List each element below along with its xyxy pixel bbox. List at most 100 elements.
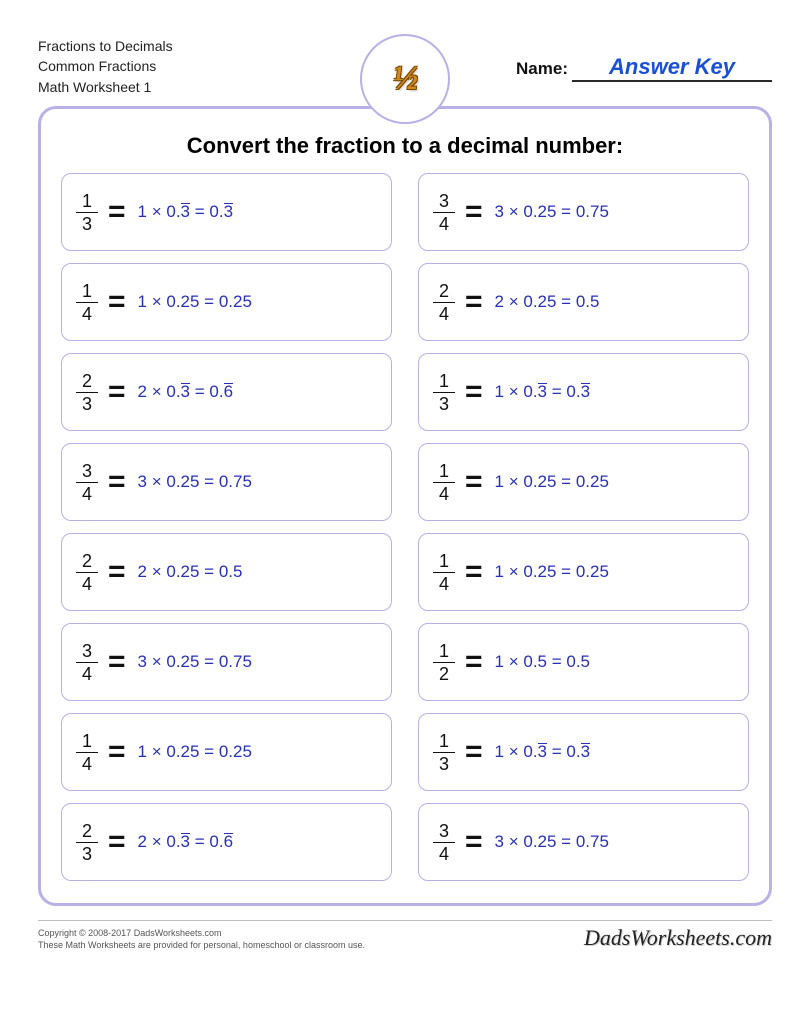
fraction: 14 [433,462,455,503]
equals-sign: = [465,555,483,589]
problem-box: 13 = 1 × 0.3 = 0.3 [418,353,749,431]
numerator: 3 [439,822,449,842]
copyright-text: Copyright © 2008-2017 DadsWorksheets.com [38,927,365,939]
title-line-1: Fractions to Decimals [38,36,278,56]
fraction: 34 [76,642,98,683]
numerator: 2 [439,282,449,302]
numerator: 2 [82,822,92,842]
numerator: 3 [82,642,92,662]
answer-work: 3 × 0.25 = 0.75 [495,202,609,222]
name-field: Name: Answer Key [516,30,772,82]
logo-fraction-icon: ½ [390,60,420,98]
title-line-2: Common Fractions [38,56,278,76]
fraction: 23 [76,372,98,413]
answer-work: 3 × 0.25 = 0.75 [138,472,252,492]
denominator: 4 [82,483,92,503]
footer-left: Copyright © 2008-2017 DadsWorksheets.com… [38,927,365,951]
denominator: 3 [82,213,92,233]
numerator: 1 [82,732,92,752]
answer-work: 2 × 0.25 = 0.5 [138,562,243,582]
problem-box: 14 = 1 × 0.25 = 0.25 [61,263,392,341]
equals-sign: = [465,465,483,499]
answer-work: 3 × 0.25 = 0.75 [495,832,609,852]
fraction: 24 [433,282,455,323]
name-label: Name: [516,59,568,79]
answer-work: 1 × 0.25 = 0.25 [495,472,609,492]
equals-sign: = [465,645,483,679]
fraction: 24 [76,552,98,593]
answer-work: 2 × 0.3 = 0.6 [138,832,234,852]
equals-sign: = [465,195,483,229]
usage-text: These Math Worksheets are provided for p… [38,939,365,951]
answer-work: 2 × 0.25 = 0.5 [495,292,600,312]
equals-sign: = [108,375,126,409]
denominator: 4 [439,573,449,593]
denominator: 2 [439,663,449,683]
name-line: Answer Key [572,54,772,82]
instruction-wrap: Convert the fraction to a decimal number… [61,133,749,159]
instruction-text: Convert the fraction to a decimal number… [181,133,629,158]
denominator: 3 [82,393,92,413]
answer-work: 1 × 0.25 = 0.25 [495,562,609,582]
problem-box: 12 = 1 × 0.5 = 0.5 [418,623,749,701]
answer-key-text: Answer Key [609,54,735,79]
fraction: 14 [76,282,98,323]
fraction: 12 [433,642,455,683]
numerator: 2 [82,372,92,392]
problem-box: 14=1 × 0.25 = 0.25 [418,533,749,611]
problem-box: 24 = 2 × 0.25 = 0.5 [418,263,749,341]
numerator: 3 [82,462,92,482]
denominator: 4 [82,573,92,593]
problem-box: 34 = 3 × 0.25 = 0.75 [61,443,392,521]
fraction: 14 [76,732,98,773]
fraction: 34 [76,462,98,503]
footer: Copyright © 2008-2017 DadsWorksheets.com… [38,920,772,951]
equals-sign: = [108,285,126,319]
problem-box: 14 = 1 × 0.25 = 0.25 [61,713,392,791]
denominator: 4 [82,303,92,323]
denominator: 4 [439,843,449,863]
denominator: 4 [439,213,449,233]
equals-sign: = [465,735,483,769]
fraction: 13 [433,372,455,413]
title-block: Fractions to Decimals Common Fractions M… [38,30,278,97]
problem-box: 34=3 × 0.25 = 0.75 [418,803,749,881]
denominator: 4 [439,483,449,503]
fraction: 23 [76,822,98,863]
problem-box: 13 = 1 × 0.3 = 0.3 [418,713,749,791]
answer-work: 1 × 0.3 = 0.3 [495,382,591,402]
denominator: 4 [439,303,449,323]
numerator: 1 [439,732,449,752]
equals-sign: = [465,375,483,409]
answer-work: 1 × 0.3 = 0.3 [495,742,591,762]
worksheet-panel: Convert the fraction to a decimal number… [38,106,772,906]
denominator: 4 [82,663,92,683]
equals-sign: = [108,645,126,679]
problem-box: 23=2 × 0.3 = 0.6 [61,803,392,881]
answer-work: 1 × 0.25 = 0.25 [138,742,252,762]
denominator: 3 [439,393,449,413]
numerator: 2 [82,552,92,572]
numerator: 3 [439,192,449,212]
denominator: 3 [82,843,92,863]
equals-sign: = [108,735,126,769]
denominator: 3 [439,753,449,773]
equals-sign: = [108,195,126,229]
logo-badge: ½ [360,34,450,124]
answer-work: 2 × 0.3 = 0.6 [138,382,234,402]
problem-box: 14 = 1 × 0.25 = 0.25 [418,443,749,521]
numerator: 1 [82,192,92,212]
answer-work: 1 × 0.3 = 0.3 [138,202,234,222]
problem-box: 24=2 × 0.25 = 0.5 [61,533,392,611]
numerator: 1 [439,642,449,662]
numerator: 1 [439,372,449,392]
answer-work: 1 × 0.5 = 0.5 [495,652,590,672]
answer-work: 1 × 0.25 = 0.25 [138,292,252,312]
problems-grid: 13=1 × 0.3 = 0.334=3 × 0.25 = 0.7514=1 ×… [61,173,749,881]
answer-work: 3 × 0.25 = 0.75 [138,652,252,672]
equals-sign: = [465,285,483,319]
title-line-3: Math Worksheet 1 [38,77,278,97]
equals-sign: = [108,465,126,499]
fraction: 13 [433,732,455,773]
problem-box: 34 = 3 × 0.25 = 0.75 [61,623,392,701]
